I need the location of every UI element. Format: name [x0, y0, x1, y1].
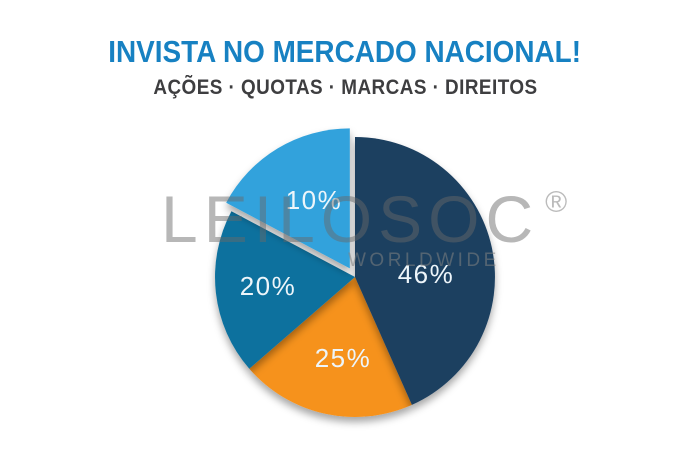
pie-slices-group — [215, 128, 495, 417]
page-subtitle: AÇÕES · QUOTAS · MARCAS · DIREITOS — [152, 76, 538, 99]
pie-slice-20 — [215, 211, 355, 369]
pie-label-10: 10% — [286, 185, 343, 215]
pie-label-25: 25% — [315, 343, 372, 373]
pie-slice-46 — [355, 137, 495, 405]
header: INVISTA NO MERCADO NACIONAL! — [0, 34, 690, 69]
pie-labels-group: 46% 25% 20% 10% — [240, 185, 455, 373]
pie-slice-10 — [226, 128, 350, 269]
pie-label-20: 20% — [240, 271, 297, 301]
page-title: INVISTA NO MERCADO NACIONAL! — [108, 34, 582, 69]
subtitle-row: AÇÕES · QUOTAS · MARCAS · DIREITOS — [0, 76, 690, 99]
pie-slice-25 — [249, 277, 412, 417]
pie-label-46: 46% — [398, 259, 455, 289]
